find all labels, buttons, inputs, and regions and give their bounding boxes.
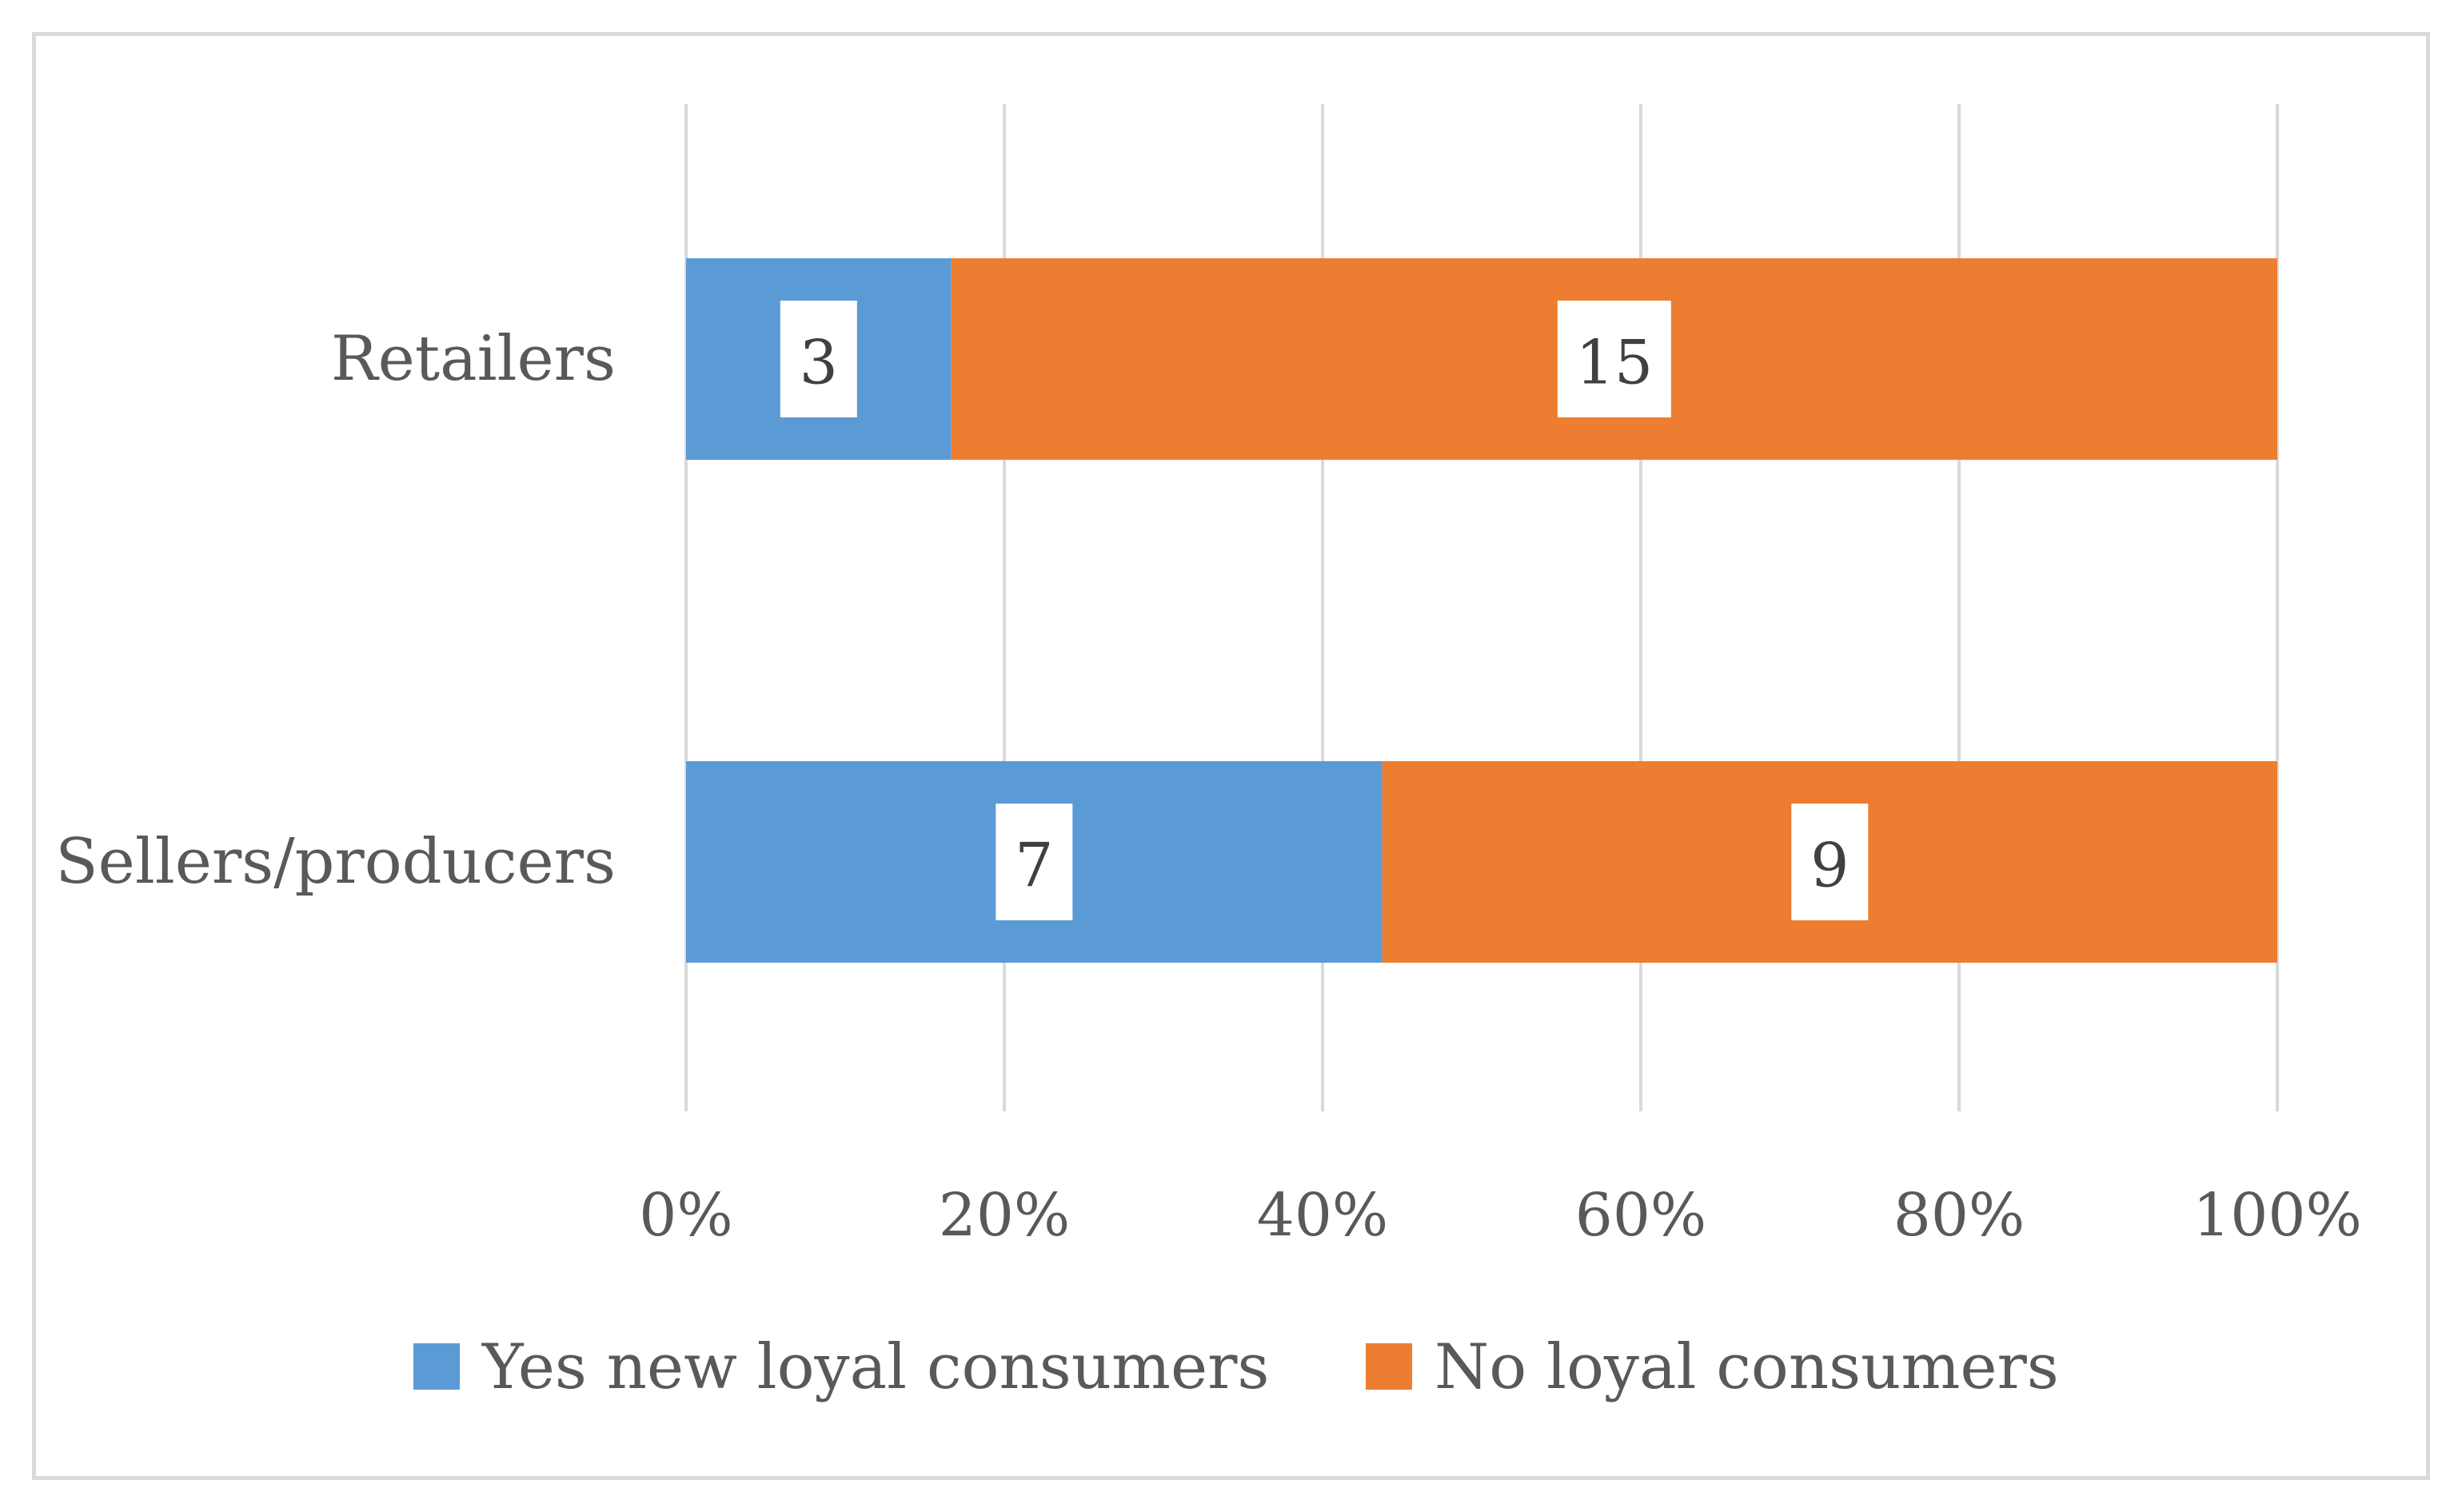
legend-label: No loyal consumers: [1435, 1331, 2059, 1403]
x-tick-label: 20%: [939, 1181, 1070, 1250]
legend-swatch: [1366, 1343, 1412, 1390]
data-label: 9: [1810, 830, 1849, 901]
x-tick-label: 60%: [1575, 1181, 1706, 1250]
legend: Yes new loyal consumers No loyal consumer…: [413, 1331, 2059, 1403]
bars: [686, 258, 2277, 963]
axes: 0% 20% 40% 60% 80% 100% Retailers Sellers/produ…: [55, 323, 2362, 1250]
data-label-box: [780, 301, 857, 417]
x-tick-label: 100%: [2193, 1181, 2362, 1250]
data-label-box: [1791, 804, 1869, 920]
data-label: 15: [1575, 327, 1653, 398]
data-label-box: [1557, 301, 1671, 417]
category-label: Retailers: [331, 323, 616, 395]
x-tick-label: 0%: [639, 1181, 732, 1250]
data-label: 7: [1015, 830, 1053, 901]
data-labels: 3 15 7 9: [780, 301, 1869, 920]
x-tick-label: 80%: [1893, 1181, 2025, 1250]
legend-label: Yes new loyal consumers: [481, 1331, 1269, 1403]
data-label-box: [996, 804, 1073, 920]
category-label: Sellers/producers: [55, 826, 616, 898]
x-tick-label: 40%: [1257, 1181, 1388, 1250]
data-label: 3: [800, 327, 838, 398]
legend-swatch: [413, 1343, 460, 1390]
